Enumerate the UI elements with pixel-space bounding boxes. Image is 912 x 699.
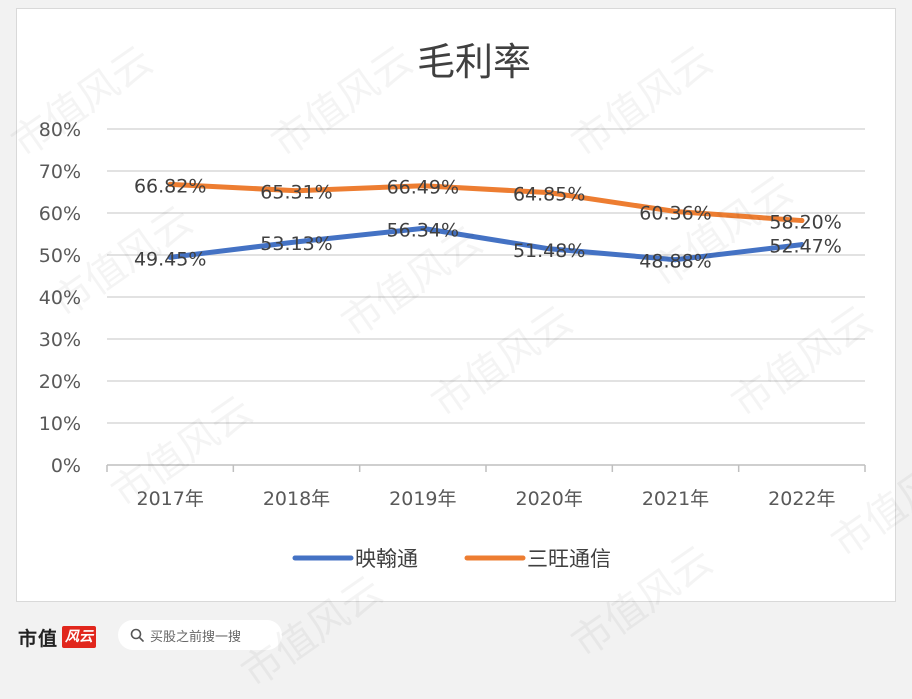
data-point (673, 257, 678, 263)
data-point (420, 225, 426, 231)
x-tick-label: 2017年 (136, 488, 203, 510)
y-tick-label: 0% (51, 455, 81, 477)
data-point (294, 188, 299, 194)
data-point (420, 183, 426, 189)
data-point (546, 190, 552, 196)
series-line-1 (167, 225, 805, 263)
brand-logo[interactable]: 市值 风云 (18, 622, 97, 652)
search-box[interactable]: 买股之前搜一搜 (118, 620, 282, 650)
data-label: 60.36% (639, 202, 711, 224)
data-point (546, 246, 552, 252)
y-tick-label: 40% (39, 287, 81, 309)
data-point (167, 181, 173, 187)
brand-logo-badge: 风云 (62, 626, 97, 648)
data-point (673, 208, 678, 214)
brand-text: 市值 (18, 627, 59, 650)
series-line-2 (167, 181, 805, 224)
data-point (167, 254, 173, 260)
y-tick-label: 30% (39, 329, 81, 351)
data-label: 51.48% (513, 240, 585, 262)
y-tick-label: 50% (39, 245, 81, 267)
search-icon (130, 628, 144, 642)
y-tick-label: 10% (39, 413, 81, 435)
data-label: 52.47% (769, 236, 841, 258)
data-label: 56.34% (387, 219, 459, 241)
data-label: 53.13% (260, 233, 332, 255)
footer-bar: 市值 风云 买股之前搜一搜 (0, 604, 912, 670)
search-placeholder: 买股之前搜一搜 (150, 629, 242, 645)
data-label: 49.45% (134, 248, 206, 270)
data-point (799, 218, 805, 224)
y-tick-label: 80% (39, 119, 81, 141)
y-tick-label: 60% (39, 203, 81, 225)
y-tick-label: 70% (39, 161, 81, 183)
data-label: 65.31% (260, 182, 332, 204)
data-label: 66.49% (387, 177, 459, 199)
y-tick-label: 20% (39, 371, 81, 393)
x-tick-label: 2022年 (768, 488, 835, 510)
chart-card: 毛利率 0% 10% 20% 30% 40% 50% 60% 70% 80% 2017年 2018年 2… (16, 8, 896, 602)
legend-label: 三旺通信 (527, 547, 611, 571)
x-tick-label: 2020年 (515, 488, 582, 510)
data-label: 58.20% (769, 212, 841, 234)
legend-label: 映翰通 (355, 547, 418, 571)
data-label: 66.82% (134, 175, 206, 197)
x-tick-label: 2019年 (389, 488, 456, 510)
line-chart: 毛利率 0% 10% 20% 30% 40% 50% 60% 70% 80% 2017年 2018年 2… (39, 40, 866, 571)
x-tick-label: 2018年 (263, 488, 330, 510)
data-label: 48.88% (639, 251, 711, 273)
data-point (799, 242, 805, 248)
data-label: 64.85% (513, 184, 585, 206)
x-tick-label: 2021年 (642, 488, 709, 510)
data-point (294, 239, 299, 245)
chart-title: 毛利率 (417, 40, 531, 84)
